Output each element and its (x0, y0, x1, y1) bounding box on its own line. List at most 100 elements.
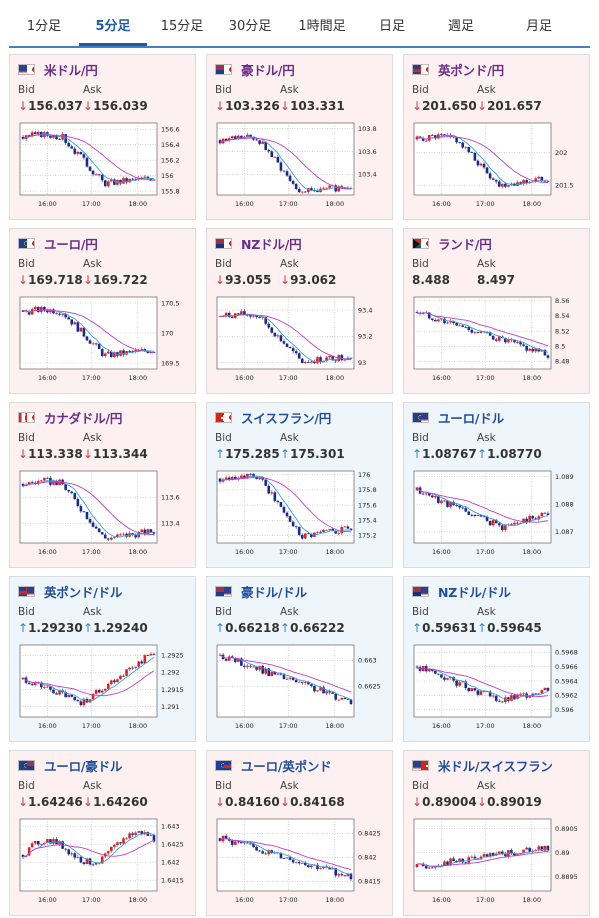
rate-card[interactable]: ユーロ/ドル Bid Ask ↑1.08767 ↑1.08770 16:00 17:00 18… (403, 402, 590, 568)
candle-body (97, 528, 101, 533)
price-chart[interactable]: 16:00 17:00 18:00 1.2925 1.292 1.2915 1.291 (18, 643, 189, 731)
rate-card[interactable]: 豪ドル/ドル Bid Ask ↑0.66218 ↑0.66222 16:00 17:00 18… (206, 576, 393, 742)
pair-name[interactable]: 米ドル/円 (44, 62, 98, 78)
candle-body (519, 693, 522, 695)
x-tick-label: 16:00 (235, 722, 254, 730)
price-chart[interactable]: 16:00 17:00 18:00 103.8 103.6 103.4 (215, 121, 386, 209)
arrow-down-icon: ↓ (83, 447, 94, 461)
pair-name[interactable]: ユーロ/豪ドル (44, 758, 123, 774)
candle-body (421, 493, 425, 495)
pair-name[interactable]: ランド/円 (438, 236, 492, 252)
tab-2[interactable]: 15分足 (160, 19, 204, 34)
tab-3[interactable]: 30分足 (228, 19, 272, 34)
rate-card[interactable]: 英ポンド/ドル Bid Ask ↑1.29230 ↑1.29240 16:00 17:00 1… (9, 576, 196, 742)
price-chart[interactable]: 16:00 17:00 18:00 1.643 1.6425 1.642 1.6415 (18, 817, 189, 905)
rate-card[interactable]: スイスフラン/円 Bid Ask ↑175.285 ↑175.301 16:00 17:00… (206, 402, 393, 568)
candle-body (437, 496, 440, 503)
pair-name[interactable]: 豪ドル/円 (241, 62, 295, 78)
rate-card[interactable]: NZドル/ドル Bid Ask ↑0.59631 ↑0.59645 16:00 17:00 1… (403, 576, 590, 742)
pair-name[interactable]: ユーロ/英ポンド (241, 758, 332, 774)
x-tick-label: 16:00 (432, 374, 451, 382)
rate-card[interactable]: 豪ドル/円 Bid Ask ↓103.326 ↓103.331 16:00 17:00 18:… (206, 54, 393, 220)
rate-card[interactable]: ランド/円 Bid Ask 8.488 8.497 16:00 17:00 18:00 8.56… (403, 228, 590, 394)
x-tick-label: 18:00 (325, 548, 344, 556)
price-chart[interactable]: 16:00 17:00 18:00 0.663 0.6625 (215, 643, 386, 731)
price-chart[interactable]: 16:00 17:00 18:00 176 175.8 175.6 175.4 175.2 (215, 469, 386, 557)
candle-body (534, 693, 538, 695)
pair-name[interactable]: カナダドル/円 (44, 410, 123, 426)
rate-card[interactable]: 英ポンド/円 Bid Ask ↓201.650 ↓201.657 16:00 17:00 18… (403, 54, 590, 220)
rate-card[interactable]: ユーロ/円 Bid Ask ↓169.718 ↓169.722 16:00 17:00 18:… (9, 228, 196, 394)
bid-value: ↓103.326 (215, 99, 280, 113)
candle-body (497, 336, 501, 341)
tab-5[interactable]: 日足 (378, 19, 405, 34)
price-chart[interactable]: 16:00 17:00 18:00 202 201.5 (412, 121, 583, 209)
candle-body (504, 853, 507, 857)
price-chart[interactable]: 16:00 17:00 18:00 1.089 1.088 1.087 (412, 469, 583, 557)
rate-card[interactable]: カナダドル/円 Bid Ask ↓113.338 ↓113.344 16:00 17:00 1… (9, 402, 196, 568)
candle-body (119, 842, 122, 844)
x-tick-label: 17:00 (82, 896, 101, 904)
y-tick-label: 175.4 (358, 517, 377, 525)
pair-name[interactable]: 豪ドル/ドル (241, 584, 307, 600)
pair-name[interactable]: ユーロ/ドル (438, 410, 504, 426)
tab-0[interactable]: 1分足 (26, 19, 62, 34)
candle-body (224, 138, 228, 141)
candle-body (267, 323, 271, 328)
price-chart[interactable]: 16:00 17:00 18:00 8.56 8.54 8.52 8.5 8.48 (412, 295, 583, 383)
candle-body (106, 351, 110, 354)
candle-body (288, 175, 292, 181)
candle-body (427, 493, 431, 496)
y-tick-label: 8.56 (555, 297, 569, 305)
bid-value: ↓156.037 (18, 99, 83, 113)
ask-price: 156.039 (93, 99, 148, 113)
price-chart[interactable]: 16:00 17:00 18:00 0.8905 0.89 0.8895 (412, 817, 583, 905)
candle-body (267, 668, 271, 677)
candle-body (297, 353, 301, 359)
pair-name[interactable]: NZドル/ドル (438, 584, 511, 600)
candle-body (61, 314, 64, 315)
arrow-up-icon: ↑ (412, 621, 423, 635)
price-chart[interactable]: 16:00 17:00 18:00 0.5968 0.5966 0.5964 0.5962 0… (412, 643, 583, 731)
rate-card[interactable]: 米ドル/円 Bid Ask ↓156.037 ↓156.039 16:00 17:00 18:… (9, 54, 196, 220)
ask-value: ↑0.66222 (280, 621, 345, 635)
rate-card[interactable]: 米ドル/スイスフラン Bid Ask ↓0.89004 ↓0.89019 16:00 17:… (403, 750, 590, 916)
moving-average-fast-line (219, 475, 352, 536)
candle-body (230, 136, 234, 139)
price-chart[interactable]: 16:00 17:00 18:00 113.6 113.4 (18, 469, 189, 557)
pair-name[interactable]: 英ポンド/円 (438, 62, 504, 78)
pair-name[interactable]: 英ポンド/ドル (44, 584, 123, 600)
candle-body (504, 337, 507, 343)
tab-6[interactable]: 週足 (447, 19, 474, 34)
rate-card[interactable]: NZドル/円 Bid Ask ↓93.055 ↓93.062 16:00 17:00 18:0… (206, 228, 393, 394)
y-tick-label: 156.2 (161, 156, 180, 164)
candle-body (58, 139, 61, 140)
moving-average-slow-line (416, 487, 549, 523)
arrow-down-icon: ↓ (18, 795, 29, 809)
tab-7[interactable]: 月足 (525, 19, 552, 34)
price-chart[interactable]: 16:00 17:00 18:00 0.8425 0.842 0.8415 (215, 817, 386, 905)
price-chart[interactable]: 16:00 17:00 18:00 170.5 170 169.5 (18, 295, 189, 383)
candle-body (328, 185, 331, 188)
candle-body (243, 665, 246, 667)
pair-name[interactable]: ユーロ/円 (44, 236, 98, 252)
candle-body (464, 681, 468, 688)
candle-body (340, 697, 344, 700)
candle-body (137, 661, 141, 667)
moving-average-fast-line (219, 136, 352, 192)
price-chart[interactable]: 16:00 17:00 18:00 93.4 93.2 93 (215, 295, 386, 383)
candle-body (455, 680, 458, 686)
rate-card[interactable]: ユーロ/英ポンド Bid Ask ↓0.84160 ↓0.84168 16:00 17:00… (206, 750, 393, 916)
pair-name[interactable]: スイスフラン/円 (241, 410, 332, 426)
candle-body (307, 362, 310, 363)
pair-name[interactable]: NZドル/円 (241, 236, 302, 252)
ask-price: 1.64260 (93, 795, 148, 809)
tab-1[interactable]: 5分足 (79, 8, 147, 46)
candle-body (279, 673, 283, 675)
price-chart[interactable]: 16:00 17:00 18:00 156.6 156.4 156.2 156 155.8 (18, 121, 189, 209)
tab-4[interactable]: 1時間足 (298, 19, 346, 34)
candle-body (273, 332, 277, 337)
pair-name[interactable]: 米ドル/スイスフラン (438, 758, 553, 774)
candle-body (33, 841, 37, 844)
rate-card[interactable]: ユーロ/豪ドル Bid Ask ↓1.64246 ↓1.64260 16:00 17:00 1… (9, 750, 196, 916)
